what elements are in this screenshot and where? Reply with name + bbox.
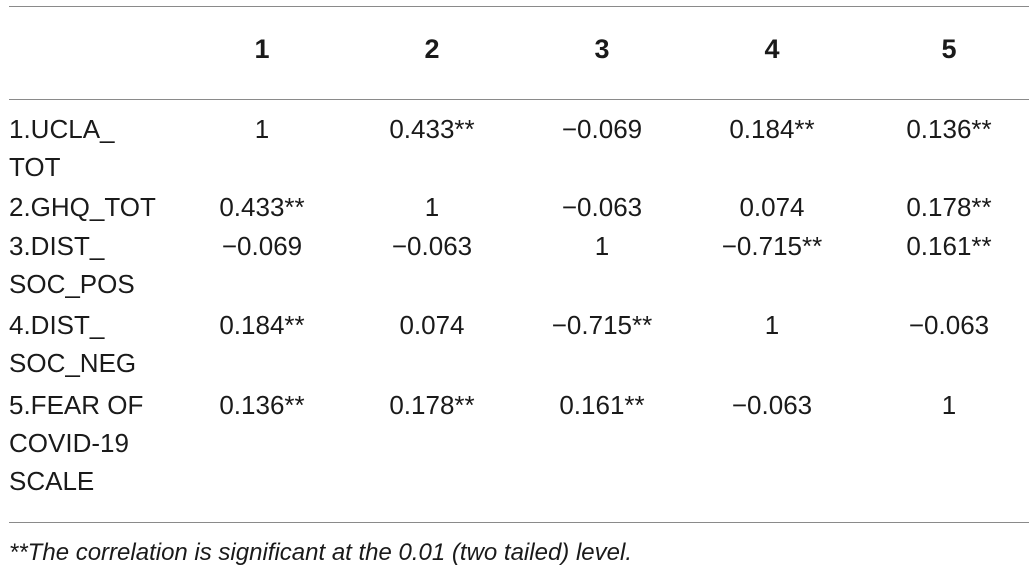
- table-cell: 0.136**: [219, 390, 305, 420]
- table-cell: −0.069: [221, 231, 303, 261]
- table-cell: 1: [764, 310, 780, 340]
- table-cell: −0.063: [908, 310, 990, 340]
- column-header-2: 2: [424, 34, 440, 64]
- table-cell: 1: [941, 390, 957, 420]
- column-header-1: 1: [254, 34, 270, 64]
- table-cell: −0.715**: [721, 231, 823, 261]
- column-header-4: 4: [764, 34, 780, 64]
- table-cell: 0.161**: [906, 231, 992, 261]
- table-top-rule: [9, 6, 1029, 7]
- table-cell: 0.136**: [906, 114, 992, 144]
- table-cell: 0.184**: [729, 114, 815, 144]
- table-cell: −0.063: [391, 231, 473, 261]
- table-cell: 1: [594, 231, 610, 261]
- table-cell: 0.074: [739, 192, 805, 222]
- table-cell: 0.433**: [219, 192, 305, 222]
- table-cell: −0.063: [731, 390, 813, 420]
- table-cell: 0.178**: [906, 192, 992, 222]
- table-cell: −0.069: [561, 114, 643, 144]
- table-cell: 1: [254, 114, 270, 144]
- table-bottom-rule: [9, 522, 1029, 523]
- table-cell: −0.715**: [551, 310, 653, 340]
- table-header-rule: [9, 99, 1029, 100]
- row-label: 3.DIST_ SOC_POS: [9, 231, 135, 299]
- table-cell: −0.063: [561, 192, 643, 222]
- table-cell: 0.074: [399, 310, 465, 340]
- row-label: 5.FEAR OF COVID-19 SCALE: [9, 390, 144, 496]
- row-label: 1.UCLA_ TOT: [9, 114, 115, 182]
- row-label: 2.GHQ_TOT: [9, 192, 156, 222]
- table-footnote: **The correlation is significant at the …: [9, 539, 632, 566]
- table-cell: 0.184**: [219, 310, 305, 340]
- column-header-5: 5: [941, 34, 957, 64]
- table-cell: 1: [424, 192, 440, 222]
- column-header-3: 3: [594, 34, 610, 64]
- table-cell: 0.433**: [389, 114, 475, 144]
- row-label: 4.DIST_ SOC_NEG: [9, 310, 137, 378]
- table-cell: 0.178**: [389, 390, 475, 420]
- table-cell: 0.161**: [559, 390, 645, 420]
